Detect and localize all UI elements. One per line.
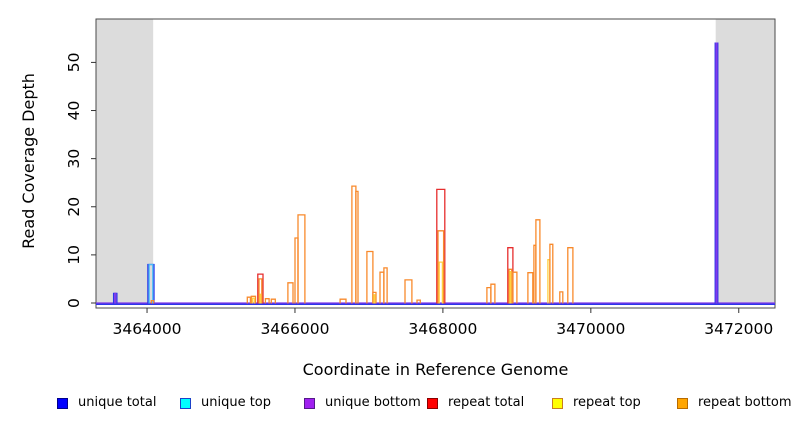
masked-region: [715, 19, 775, 303]
x-tick-label: 3468000: [408, 320, 477, 338]
legend-label: unique top: [201, 395, 272, 410]
y-tick-label: 40: [65, 101, 83, 121]
coverage-peak-repeat-bottom: [535, 219, 541, 304]
legend-item-unique-top: unique top: [180, 396, 271, 410]
legend-swatch-icon: [427, 397, 438, 409]
coverage-peak-repeat-bottom: [416, 299, 421, 304]
y-tick-label: 50: [65, 53, 83, 73]
coverage-peak-repeat-bottom: [490, 283, 496, 304]
coverage-peak-repeat-top: [251, 297, 255, 304]
coverage-peak-repeat-bottom: [270, 298, 276, 304]
x-tick-label: 3472000: [704, 320, 773, 338]
x-tick-label: 3466000: [260, 320, 329, 338]
legend-item-repeat-total: repeat total: [427, 396, 524, 410]
coverage-peak-repeat-bottom: [559, 291, 564, 304]
coverage-peak-repeat-bottom: [258, 278, 263, 304]
y-axis-title: Read Coverage Depth: [19, 73, 38, 249]
coverage-peak-repeat-bottom: [297, 214, 306, 304]
y-tick-label: 20: [65, 197, 83, 217]
coverage-peak-repeat-bottom: [512, 271, 518, 304]
legend-swatch-icon: [180, 397, 191, 409]
legend-swatch-icon: [304, 397, 315, 409]
legend-item-unique-bottom: unique bottom: [304, 396, 421, 410]
legend-label: repeat top: [573, 395, 641, 410]
coverage-peak-repeat-bottom: [355, 190, 359, 304]
x-tick-label: 3464000: [113, 320, 182, 338]
coverage-peak-repeat-bottom: [150, 299, 155, 304]
coverage-peak-repeat-top: [509, 271, 512, 304]
y-tick-label: 30: [65, 149, 83, 169]
coverage-peak-repeat-top: [373, 294, 376, 304]
coverage-peak-repeat-top: [259, 293, 262, 304]
legend-swatch-icon: [552, 397, 563, 409]
coverage-peak-repeat-bottom: [508, 268, 513, 304]
legend-label: unique bottom: [325, 395, 421, 410]
coverage-peak-repeat-bottom: [250, 295, 257, 304]
coverage-peak-repeat-total: [257, 273, 264, 304]
coverage-peak-repeat-bottom: [527, 272, 534, 304]
coverage-peak-repeat-bottom: [567, 247, 574, 304]
coverage-peak-unique-top: [148, 263, 154, 304]
x-tick-label: 3470000: [556, 320, 625, 338]
coverage-peak-repeat-bottom: [264, 298, 270, 304]
legend-label: repeat bottom: [698, 395, 792, 410]
coverage-peak-repeat-total: [436, 188, 446, 304]
coverage-peak-repeat-bottom: [549, 243, 554, 304]
y-tick-label: 0: [65, 298, 83, 308]
y-tick-label: 10: [65, 245, 83, 265]
legend-item-repeat-bottom: repeat bottom: [677, 396, 792, 410]
coverage-peak-repeat-bottom: [246, 296, 252, 304]
coverage-peak-repeat-bottom: [372, 291, 377, 304]
legend-swatch-icon: [57, 397, 68, 409]
legend-item-unique-total: unique total: [57, 396, 156, 410]
coverage-peak-repeat-bottom: [339, 298, 347, 304]
coverage-peak-repeat-bottom: [404, 279, 413, 304]
masked-region: [96, 19, 154, 303]
coverage-peak-repeat-bottom: [287, 282, 294, 304]
legend-swatch-icon: [677, 397, 688, 409]
legend-label: unique total: [78, 395, 157, 410]
coverage-peak-repeat-bottom: [366, 250, 374, 304]
coverage-peak-unique-bottom: [114, 292, 117, 304]
legend-label: repeat total: [448, 395, 525, 410]
coverage-peak-repeat-top: [438, 261, 444, 304]
coverage-peak-repeat-bottom: [383, 267, 388, 304]
x-axis-title: Coordinate in Reference Genome: [303, 360, 569, 379]
legend-item-repeat-top: repeat top: [552, 396, 641, 410]
coverage-peak-unique-bottom: [715, 42, 718, 304]
plot-frame: [95, 18, 776, 309]
coverage-peak-repeat-bottom: [437, 230, 445, 304]
